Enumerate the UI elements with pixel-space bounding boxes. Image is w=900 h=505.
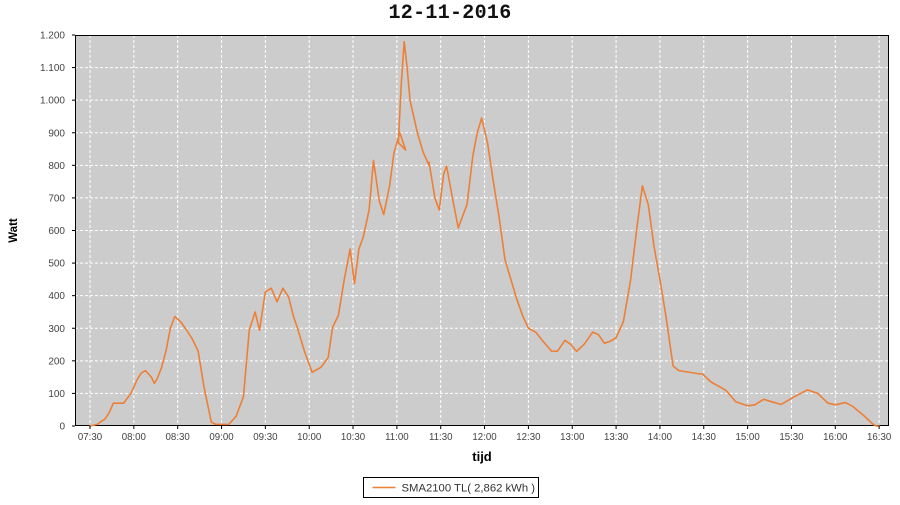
svg-text:09:30: 09:30 [253, 432, 278, 443]
svg-text:10:00: 10:00 [297, 432, 322, 443]
svg-text:300: 300 [48, 324, 65, 335]
svg-text:900: 900 [48, 128, 65, 139]
svg-text:1.000: 1.000 [40, 96, 65, 107]
svg-text:10:30: 10:30 [341, 432, 366, 443]
svg-text:15:00: 15:00 [735, 432, 760, 443]
svg-text:Watt: Watt [8, 218, 20, 243]
svg-text:11:00: 11:00 [385, 432, 409, 443]
svg-text:08:00: 08:00 [122, 432, 147, 443]
svg-text:13:00: 13:00 [560, 432, 585, 443]
svg-text:13:30: 13:30 [604, 432, 629, 443]
svg-text:100: 100 [48, 389, 65, 400]
svg-text:07:30: 07:30 [78, 432, 103, 443]
svg-text:08:30: 08:30 [166, 432, 191, 443]
svg-text:600: 600 [48, 226, 65, 237]
svg-text:16:00: 16:00 [823, 432, 848, 443]
svg-text:11:30: 11:30 [429, 432, 453, 443]
svg-text:12:30: 12:30 [516, 432, 541, 443]
svg-text:16:30: 16:30 [867, 432, 892, 443]
svg-text:800: 800 [48, 161, 65, 172]
svg-text:14:00: 14:00 [648, 432, 673, 443]
svg-text:09:00: 09:00 [209, 432, 234, 443]
svg-text:200: 200 [48, 356, 65, 367]
svg-text:500: 500 [48, 259, 65, 270]
svg-text:12:00: 12:00 [472, 432, 497, 443]
svg-text:SMA2100 TL( 2,862 kWh ): SMA2100 TL( 2,862 kWh ) [402, 483, 536, 495]
svg-text:1.100: 1.100 [40, 63, 65, 74]
svg-text:14:30: 14:30 [692, 432, 717, 443]
svg-text:1.200: 1.200 [40, 31, 65, 42]
svg-text:400: 400 [48, 291, 65, 302]
svg-text:700: 700 [48, 193, 65, 204]
svg-text:tijd: tijd [472, 449, 492, 464]
svg-text:15:30: 15:30 [779, 432, 804, 443]
svg-text:0: 0 [59, 422, 65, 433]
